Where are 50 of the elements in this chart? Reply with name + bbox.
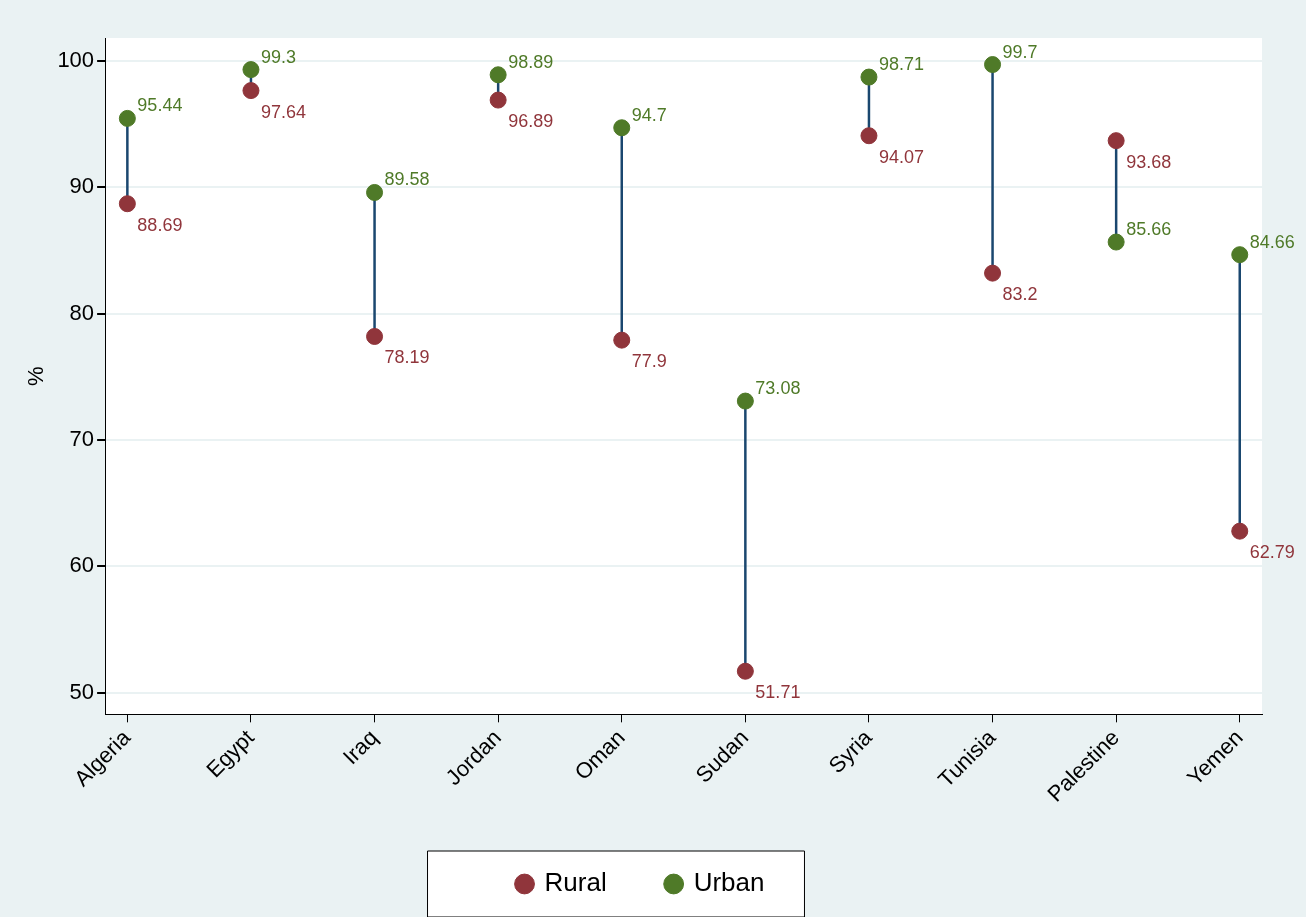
point [736,392,754,410]
x-tick-label: Iraq [337,724,383,770]
point [242,82,260,100]
data-label: 94.07 [878,146,924,167]
data-label: 62.79 [1249,542,1295,563]
point [118,109,136,127]
point [1231,522,1249,540]
point [489,66,507,84]
point [984,56,1002,74]
legend-label: Urban [693,867,765,898]
y-tick-label: 60 [69,552,95,578]
y-tick-label: 90 [69,173,95,199]
point [366,183,384,201]
data-label: 94.7 [631,104,667,125]
data-label: 89.58 [384,169,430,190]
point [489,91,507,109]
data-label: 78.19 [384,347,430,368]
data-label: 98.71 [878,54,924,75]
y-tick-label: 50 [69,678,95,704]
data-label: 96.89 [508,111,554,132]
data-label: 97.64 [260,101,306,122]
data-label: 99.7 [1002,41,1038,62]
point [984,264,1002,282]
data-label: 98.89 [508,51,554,72]
y-axis-title: % [23,366,49,386]
point [860,68,878,86]
point [613,119,631,137]
data-label: 99.3 [260,46,296,67]
data-label: 93.68 [1126,151,1172,172]
y-tick-label: 80 [69,299,95,325]
point [1107,132,1125,150]
point [242,61,260,79]
point [736,662,754,680]
point [613,331,631,349]
data-label: 88.69 [137,214,183,235]
point [1231,246,1249,264]
data-label: 77.9 [631,351,667,372]
y-tick-label: 70 [69,426,95,452]
data-label: 84.66 [1249,231,1295,252]
data-label: 83.2 [1002,284,1038,305]
y-tick-label: 100 [57,46,95,72]
legend-label: Rural [544,867,607,898]
data-label: 85.66 [1126,219,1172,240]
data-label: 73.08 [755,378,801,399]
point [860,127,878,145]
point [366,327,384,345]
data-label: 51.71 [755,682,801,703]
point [1107,233,1125,251]
point [118,195,136,213]
data-label: 95.44 [137,95,183,116]
